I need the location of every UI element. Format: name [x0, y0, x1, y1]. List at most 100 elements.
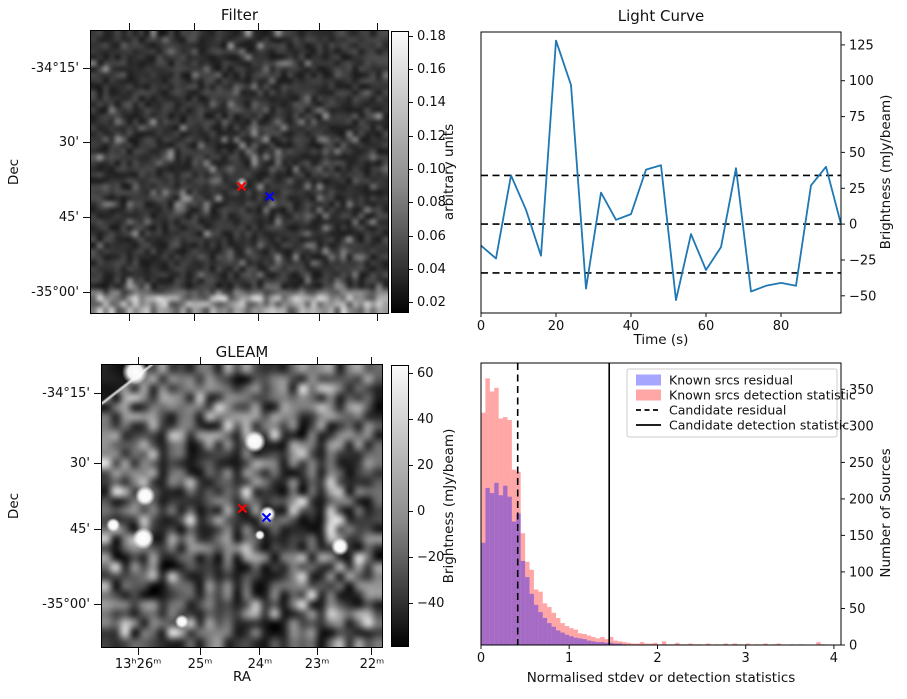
colorbar-tick-label: −20 [417, 549, 445, 565]
y-tick-label: 150 [849, 529, 874, 544]
reference-marker-blue [264, 187, 275, 206]
light-curve-title: Light Curve [618, 7, 704, 25]
ra-tick-label: 22ᵐ [359, 657, 385, 672]
histogram-bar [560, 632, 565, 645]
histogram-bar [529, 593, 534, 645]
histogram-series [481, 482, 627, 645]
colorbar-tick [409, 602, 413, 604]
legend-label: Known srcs detection statistic [669, 387, 856, 402]
x-tick-label: 60 [698, 319, 715, 334]
histogram-bar [582, 634, 587, 645]
histogram-bar [631, 643, 636, 645]
ra-tick-label: 13ʰ26ᵐ [114, 657, 162, 672]
histogram-bar [595, 638, 601, 645]
filter-dec-axis-label: Dec [6, 158, 22, 186]
light-curve-panel: Light Curve 0 20 40 60 80 125 100 75 50 25 0 −25 −50… [477, 7, 894, 348]
dec-tick [83, 291, 90, 293]
ra-tick [371, 357, 373, 364]
legend-label: Candidate residual [669, 402, 786, 417]
histogram-bar [556, 630, 561, 645]
y-tick-label: 0 [849, 218, 857, 233]
histogram-bar [600, 642, 605, 645]
histogram-bar [547, 623, 552, 645]
ra-tick [259, 648, 261, 655]
dec-tick [94, 392, 101, 394]
histogram-bar [644, 643, 649, 645]
dec-tick [83, 67, 90, 69]
colorbar-tick [409, 102, 413, 104]
ra-axis-label: RA [232, 669, 252, 685]
ra-tick [316, 357, 318, 364]
x-tick-label: 1 [565, 651, 573, 666]
dec-tick-label: 30' [69, 456, 90, 472]
histogram-bar [626, 642, 631, 645]
reference-marker-blue [261, 508, 272, 527]
histogram-bar [586, 640, 592, 645]
x-tick-label: 20 [548, 319, 565, 334]
histogram-bar [635, 643, 640, 645]
histogram-bar [763, 643, 768, 645]
histogram-bar [551, 626, 556, 645]
x-tick-label: 3 [742, 651, 750, 666]
histogram-bar [489, 391, 495, 645]
histogram-bar [661, 641, 667, 645]
light-curve-line [480, 39, 842, 302]
candidate-marker-red [236, 177, 247, 196]
colorbar-tick [409, 372, 413, 374]
colorbar-tick [409, 235, 413, 237]
y-tick-label: 200 [849, 492, 874, 507]
histogram-bar [498, 418, 504, 645]
y-tick-label: 100 [849, 565, 874, 580]
axes-frame [480, 362, 842, 646]
histogram-bar [481, 412, 486, 645]
x-tick-label: 0 [477, 651, 485, 666]
ra-tick [259, 357, 261, 364]
ra-tick [128, 23, 130, 30]
histogram-bar [503, 485, 508, 645]
colorbar-tick-label: 40 [417, 411, 434, 427]
histogram-bar [613, 643, 618, 645]
colorbar-tick-label: 20 [417, 457, 434, 473]
ra-tick-label: 23ᵐ [304, 657, 330, 672]
histogram-bar [675, 642, 680, 645]
histogram-bar [578, 633, 583, 645]
histogram-bar [511, 521, 517, 645]
colorbar-tick [409, 418, 413, 420]
ra-tick [376, 314, 378, 321]
histogram-bar [507, 496, 512, 645]
histogram-bar [816, 642, 821, 645]
reference-marker-blue-icon [264, 191, 275, 202]
ra-tick [376, 23, 378, 30]
histogram-bar [591, 641, 596, 645]
ra-tick [194, 314, 196, 321]
candidate-marker-red [237, 499, 248, 518]
histogram-bar [533, 604, 539, 645]
histogram-bar [604, 642, 609, 645]
ra-tick [128, 314, 130, 321]
histogram-bar [622, 642, 627, 645]
histogram-bar [564, 634, 570, 645]
y-tick-label: 250 [849, 456, 874, 471]
y-tick-label: −25 [849, 254, 876, 269]
histogram-bar [578, 638, 583, 645]
histogram-bar [498, 495, 504, 645]
colorbar-tick [409, 464, 413, 466]
histogram-bar [481, 542, 486, 645]
histogram-series [481, 378, 826, 645]
dec-tick [94, 528, 101, 530]
histogram-bar [494, 482, 499, 645]
colorbar-tick [409, 268, 413, 270]
histogram-bar [653, 642, 658, 645]
histogram-bar [745, 643, 751, 645]
histogram-bar [776, 643, 781, 645]
histogram-bar [591, 636, 596, 645]
y-tick-label: 350 [849, 383, 874, 398]
colorbar-tick-label: 0.12 [417, 128, 446, 144]
histogram-bar [569, 636, 574, 645]
colorbar-tick [409, 168, 413, 170]
histogram-bar [639, 642, 645, 645]
y-tick-label: −50 [849, 289, 876, 304]
ra-tick [137, 648, 139, 655]
colorbar-tick-label: 0.02 [417, 294, 446, 310]
